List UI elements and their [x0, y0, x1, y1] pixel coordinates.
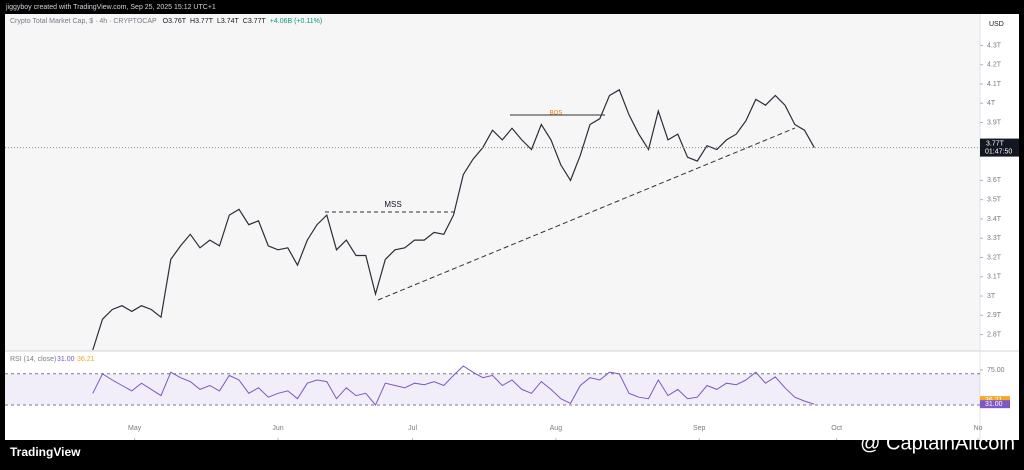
y-tick-label: 3.9T — [987, 119, 1002, 126]
rsi-line — [92, 365, 815, 406]
x-tick-label: Jul — [408, 425, 417, 432]
last-value-tag — [980, 400, 1010, 409]
y-tick-label: 4.3T — [987, 42, 1002, 49]
x-tick-label: May — [128, 425, 142, 432]
x-tick-label: Oct — [831, 425, 842, 432]
ohlc-value: L3.74T — [217, 18, 240, 25]
y-tick-label: 3.4T — [987, 216, 1002, 223]
x-tick-label: Jun — [272, 425, 283, 432]
y-tick-label: 3.2T — [987, 254, 1002, 261]
rsi-legend-value: 36.21 — [77, 356, 95, 363]
price-pane-bg — [5, 14, 980, 351]
ohlc-value: C3.77T — [243, 18, 267, 25]
countdown: 01:47:50 — [985, 148, 1012, 155]
y-tick-label: 3.6T — [987, 177, 1002, 184]
last-value-label: 31.00 — [985, 401, 1003, 408]
logo: TradingView — [10, 445, 81, 459]
y-tick-label: 4.2T — [987, 62, 1002, 69]
rsi-title: RSI (14, close) — [10, 356, 56, 363]
y-tick-label: 4.1T — [987, 81, 1002, 88]
y-tick-label: 2.8T — [987, 331, 1002, 338]
ohlc-value: O3.76T — [163, 18, 187, 25]
ohlc-value: +4.06B (+0.11%) — [270, 18, 322, 25]
price-line — [92, 88, 815, 351]
x-tick-label: Aug — [550, 425, 563, 432]
y-tick-label: 3T — [987, 293, 996, 300]
annotation: BOS — [550, 111, 563, 117]
last-value-tag — [980, 396, 1010, 405]
x-tick-label: Sep — [693, 425, 706, 432]
header-text: jiggyboy created with TradingView.com, S… — [5, 4, 216, 11]
y-tick-label: 3.1T — [987, 274, 1002, 281]
annotation: MSS — [384, 200, 401, 209]
rsi-legend-value: 31.00 — [57, 356, 75, 363]
y-tick-label: 3.3T — [987, 235, 1002, 242]
watermark: @ CaptainAltcoin — [860, 432, 1015, 454]
axis-unit: USD — [989, 21, 1004, 28]
chart-title: Crypto Total Market Cap, $ · 4h · CRYPTO… — [10, 18, 157, 25]
y-tick-label: 3.5T — [987, 196, 1002, 203]
last-price-label: 3.77T — [986, 140, 1005, 147]
y-tick-label: 2.9T — [987, 312, 1002, 319]
trendline — [377, 127, 796, 301]
last-price-tag — [980, 138, 1019, 157]
y-tick-label: 4T — [987, 100, 996, 107]
ohlc-value: H3.77T — [190, 18, 214, 25]
y-tick-label: 75.00 — [987, 367, 1005, 374]
x-tick-label: No — [974, 425, 983, 432]
